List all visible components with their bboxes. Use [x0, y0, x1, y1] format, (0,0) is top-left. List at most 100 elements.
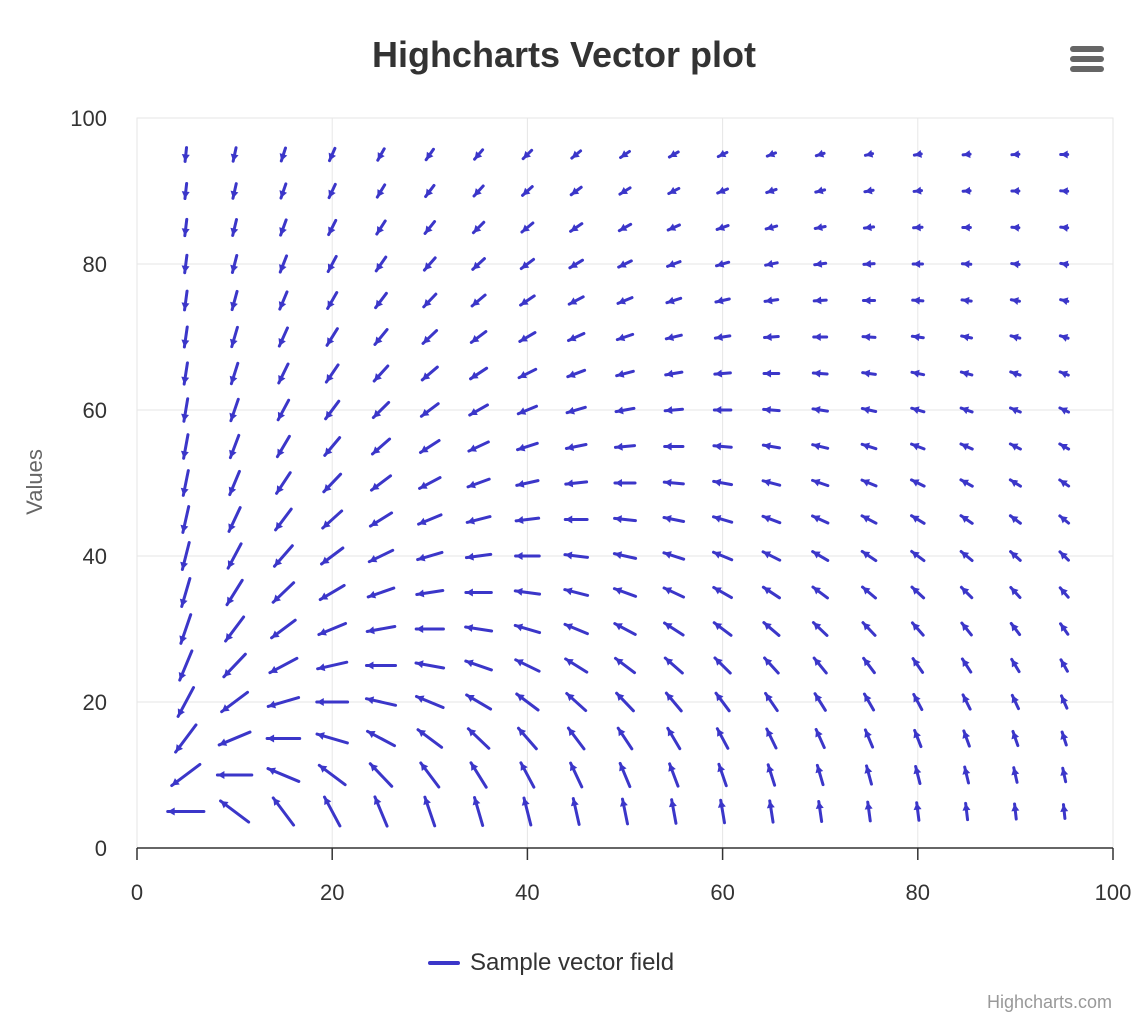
vector-arrow[interactable] [763, 333, 780, 341]
vector-arrow[interactable] [566, 368, 587, 379]
vector-arrow[interactable] [317, 621, 348, 637]
vector-arrow[interactable] [1059, 694, 1069, 710]
vector-arrow[interactable] [180, 541, 191, 571]
vector-arrow[interactable] [423, 220, 437, 235]
vector-arrow[interactable] [181, 325, 190, 349]
vector-arrow[interactable] [181, 289, 190, 312]
vector-arrow[interactable] [716, 149, 729, 159]
vector-arrow[interactable] [225, 578, 244, 607]
vector-arrow[interactable] [863, 728, 875, 749]
vector-arrow[interactable] [376, 147, 386, 162]
vector-arrow[interactable] [962, 729, 971, 748]
vector-arrow[interactable] [230, 289, 239, 312]
vector-arrow[interactable] [230, 146, 239, 163]
vector-arrow[interactable] [960, 657, 973, 674]
vector-arrow[interactable] [226, 542, 243, 570]
vector-arrow[interactable] [569, 185, 583, 197]
vector-arrow[interactable] [518, 331, 537, 343]
vector-arrow[interactable] [664, 333, 683, 342]
vector-arrow[interactable] [514, 552, 541, 560]
vector-arrow[interactable] [615, 332, 635, 342]
vector-arrow[interactable] [811, 478, 830, 488]
vector-arrow[interactable] [521, 185, 534, 197]
vector-arrow[interactable] [170, 762, 202, 788]
vector-arrow[interactable] [424, 147, 435, 162]
vector-arrow[interactable] [913, 728, 923, 749]
vector-arrow[interactable] [227, 506, 242, 533]
vector-arrow[interactable] [663, 442, 685, 451]
vector-arrow[interactable] [322, 795, 342, 828]
vector-arrow[interactable] [520, 221, 535, 234]
vector-arrow[interactable] [1058, 550, 1070, 562]
vector-arrow[interactable] [514, 658, 541, 673]
vector-arrow[interactable] [515, 479, 540, 488]
vector-arrow[interactable] [416, 728, 444, 749]
vector-arrow[interactable] [270, 618, 297, 640]
vector-arrow[interactable] [228, 433, 241, 460]
vector-arrow[interactable] [960, 260, 973, 269]
vector-arrow[interactable] [373, 795, 389, 828]
vector-arrow[interactable] [1059, 223, 1070, 232]
vector-arrow[interactable] [320, 546, 345, 566]
vector-arrow[interactable] [911, 657, 925, 674]
vector-arrow[interactable] [712, 621, 733, 637]
vector-arrow[interactable] [567, 295, 585, 306]
vector-arrow[interactable] [1058, 334, 1070, 342]
vector-arrow[interactable] [465, 693, 493, 711]
vector-arrow[interactable] [230, 218, 239, 237]
vector-arrow[interactable] [567, 331, 586, 343]
vector-arrow[interactable] [181, 253, 190, 275]
vector-arrow[interactable] [219, 799, 251, 824]
vector-arrow[interactable] [569, 761, 584, 789]
vector-arrow[interactable] [229, 325, 239, 349]
vector-arrow[interactable] [766, 763, 777, 787]
vector-arrow[interactable] [420, 365, 439, 382]
vector-arrow[interactable] [761, 514, 782, 525]
vector-arrow[interactable] [762, 621, 781, 637]
vector-arrow[interactable] [418, 476, 442, 490]
vector-arrow[interactable] [324, 363, 340, 384]
vector-arrow[interactable] [766, 799, 775, 824]
vector-arrow[interactable] [472, 796, 485, 827]
vector-arrow[interactable] [276, 398, 291, 422]
vector-arrow[interactable] [860, 442, 878, 451]
vector-arrow[interactable] [1011, 766, 1020, 784]
vector-arrow[interactable] [666, 726, 682, 751]
vector-arrow[interactable] [414, 625, 445, 633]
vector-arrow[interactable] [374, 291, 388, 310]
vector-arrow[interactable] [962, 801, 971, 822]
vector-arrow[interactable] [365, 624, 397, 635]
vector-arrow[interactable] [913, 764, 922, 786]
vector-arrow[interactable] [717, 762, 728, 788]
vector-arrow[interactable] [613, 515, 637, 524]
vector-arrow[interactable] [811, 405, 829, 414]
vector-arrow[interactable] [1008, 478, 1022, 488]
vector-arrow[interactable] [178, 649, 194, 682]
vector-arrow[interactable] [615, 369, 635, 378]
vector-arrow[interactable] [813, 259, 828, 268]
vector-arrow[interactable] [277, 362, 290, 385]
vector-arrow[interactable] [811, 442, 830, 451]
vector-arrow[interactable] [815, 763, 825, 787]
vector-arrow[interactable] [181, 181, 190, 201]
vector-arrow[interactable] [570, 797, 581, 826]
vector-arrow[interactable] [909, 478, 926, 488]
vector-arrow[interactable] [230, 182, 239, 200]
vector-arrow[interactable] [224, 615, 246, 643]
vector-arrow[interactable] [272, 544, 294, 568]
vector-arrow[interactable] [1009, 333, 1022, 342]
vector-arrow[interactable] [1059, 297, 1070, 306]
vector-arrow[interactable] [1060, 730, 1069, 747]
vector-arrow[interactable] [1010, 693, 1021, 711]
vector-arrow[interactable] [765, 186, 778, 195]
vector-arrow[interactable] [416, 550, 444, 562]
vector-arrow[interactable] [961, 693, 972, 711]
vector-arrow[interactable] [375, 183, 387, 199]
vector-arrow[interactable] [423, 795, 437, 828]
vector-arrow[interactable] [266, 696, 301, 709]
vector-arrow[interactable] [815, 799, 824, 824]
vector-arrow[interactable] [960, 621, 973, 637]
vector-arrow[interactable] [1008, 514, 1022, 525]
vector-arrow[interactable] [1060, 803, 1069, 820]
vector-arrow[interactable] [712, 585, 733, 600]
